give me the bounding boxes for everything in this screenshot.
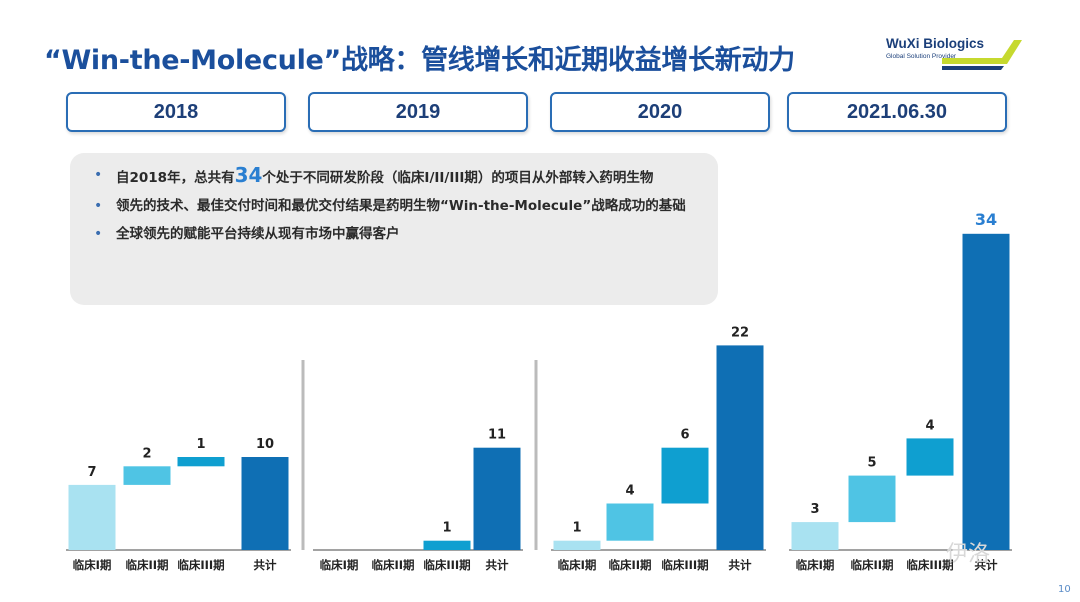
tick-label: 临床II期	[850, 558, 893, 572]
bar-2018-3	[241, 457, 289, 550]
bar-2019-2	[423, 540, 471, 550]
bullet-dot-icon: •	[94, 198, 103, 214]
tick-label: 临床I期	[796, 558, 835, 572]
tick-label: 临床III期	[661, 558, 708, 572]
bar-2021.06.30-1	[848, 475, 896, 523]
tick-label: 共计	[486, 558, 509, 572]
page-number: 10	[1058, 584, 1071, 595]
data-label: 5	[867, 456, 876, 471]
data-label: 4	[625, 484, 634, 499]
bullet-1: • 自2018年，总共有34个处于不同研发阶段（临床I/II/III期）的项目从…	[94, 165, 700, 188]
data-label: 6	[680, 428, 689, 443]
bar-2021.06.30-3	[962, 233, 1010, 551]
data-label: 3	[810, 502, 819, 517]
tick-label: 临床I期	[320, 558, 359, 572]
logo-mark-icon	[942, 40, 1022, 70]
year-2021: 2021.06.30	[787, 92, 1007, 132]
tick-label: 临床I期	[73, 558, 112, 572]
data-label: 22	[731, 325, 749, 340]
bullet-1-pre: 自2018年，总共有	[116, 170, 235, 186]
logo: WuXi Biologics Global Solution Provider	[872, 36, 1022, 76]
bar-2018-0	[68, 484, 116, 550]
bar-2019-3	[473, 447, 521, 550]
bullet-2-text: 领先的技术、最佳交付时间和最优交付结果是药明生物“Win-the-Molecul…	[116, 198, 686, 214]
bar-2021.06.30-2	[906, 438, 954, 476]
bar-2020-2	[661, 447, 709, 504]
bullet-2: • 领先的技术、最佳交付时间和最优交付结果是药明生物“Win-the-Molec…	[94, 196, 700, 216]
tick-label: 临床II期	[371, 558, 414, 572]
logo-name: WuXi Biologics	[886, 36, 985, 51]
bullet-3: • 全球领先的赋能平台持续从现有市场中赢得客户	[94, 224, 700, 244]
tick-label: 临床II期	[608, 558, 651, 572]
bar-2020-0	[553, 540, 601, 550]
data-label: 34	[975, 210, 997, 229]
bullet-dot-icon: •	[94, 167, 103, 183]
tick-label: 临床I期	[558, 558, 597, 572]
tick-label: 临床II期	[125, 558, 168, 572]
tick-label: 临床III期	[177, 558, 224, 572]
tick-label: 共计	[729, 558, 752, 572]
data-label: 2	[142, 446, 151, 461]
year-2018: 2018	[66, 92, 286, 132]
bar-2021.06.30-0	[791, 522, 839, 550]
data-label: 7	[87, 465, 96, 480]
bar-2018-1	[123, 466, 171, 485]
year-2019: 2019	[308, 92, 528, 132]
data-label: 11	[488, 428, 506, 443]
data-label: 1	[196, 437, 205, 452]
tick-label: 临床III期	[423, 558, 470, 572]
data-label: 1	[442, 521, 451, 536]
watermark: 伊洛	[946, 542, 991, 567]
data-label: 10	[256, 437, 274, 452]
bar-2020-3	[716, 345, 764, 550]
tick-label: 共计	[975, 558, 998, 572]
tick-label: 临床III期	[906, 558, 953, 572]
summary-box: • 自2018年，总共有34个处于不同研发阶段（临床I/II/III期）的项目从…	[70, 153, 718, 305]
logo-tagline: Global Solution Provider	[886, 53, 957, 60]
bar-2018-2	[177, 457, 225, 467]
year-2020: 2020	[550, 92, 770, 132]
page-title: “Win-the-Molecule”战略：管线增长和近期收益增长新动力	[44, 45, 795, 76]
data-label: 1	[572, 521, 581, 536]
bullet-3-text: 全球领先的赋能平台持续从现有市场中赢得客户	[116, 226, 400, 242]
bar-2020-1	[606, 503, 654, 541]
bullet-1-post: 个处于不同研发阶段（临床I/II/III期）的项目从外部转入药明生物	[262, 170, 654, 186]
bullet-1-number: 34	[234, 163, 263, 187]
data-label: 4	[925, 418, 934, 433]
bullet-dot-icon: •	[94, 226, 103, 242]
tick-label: 共计	[254, 558, 277, 572]
